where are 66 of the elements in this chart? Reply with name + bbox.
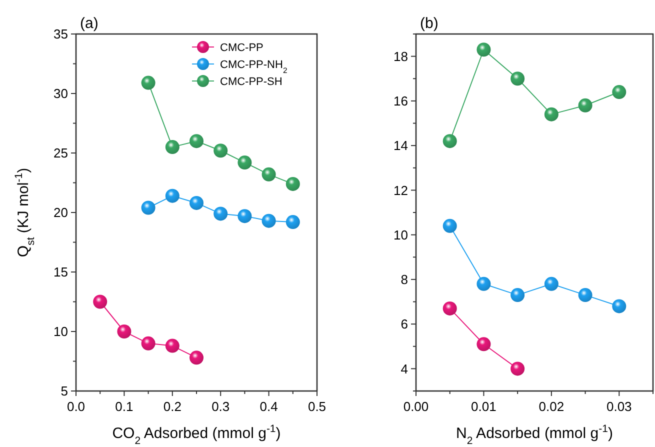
y-tick-label: 10 <box>394 227 408 242</box>
point <box>476 42 491 57</box>
point <box>262 214 276 228</box>
x-tick-label: 0.2 <box>163 399 182 414</box>
x-tick-label: 0.02 <box>538 399 564 414</box>
y-tick-label: 4 <box>400 361 408 376</box>
chart-title: (a) <box>80 15 98 32</box>
y-tick-label: 12 <box>394 182 408 198</box>
point <box>612 299 626 314</box>
x-tick-label: 0.0 <box>66 399 86 414</box>
y-tick-label: 14 <box>394 138 408 154</box>
x-axis-title: CO$_{2}$ Adsorbed (mmol g$^{-1}$) <box>112 423 281 447</box>
x-tick-label: 0.01 <box>471 399 496 414</box>
x-axis-title: N$_{2}$ Adsorbed (mmol g$^{-1}$) <box>456 423 613 447</box>
y-tick-label: 5 <box>60 384 68 399</box>
point <box>442 301 457 316</box>
point <box>544 107 558 122</box>
legend-label: CMC-PP <box>220 42 264 54</box>
point <box>165 338 180 353</box>
point <box>442 218 457 233</box>
point <box>238 209 252 224</box>
y-tick-label: 16 <box>394 93 408 108</box>
legend-label: CMC-PP-SH <box>220 76 282 88</box>
point <box>238 156 252 170</box>
point <box>578 288 592 302</box>
y-tick-label: 6 <box>400 316 408 332</box>
point <box>165 188 180 203</box>
point <box>510 362 525 376</box>
point <box>165 140 180 154</box>
y-tick-label: 8 <box>400 272 408 287</box>
y-tick-label: 20 <box>54 205 68 220</box>
point <box>286 176 300 191</box>
point <box>476 337 491 352</box>
point <box>510 72 525 86</box>
y-tick-label: 25 <box>54 146 68 161</box>
x-tick-label: 0.5 <box>308 399 326 414</box>
x-tick-label: 0.4 <box>260 399 278 414</box>
point <box>612 85 626 100</box>
point <box>544 276 558 291</box>
point <box>190 196 204 210</box>
y-tick-label: 15 <box>54 264 68 280</box>
point <box>286 215 300 230</box>
x-tick-label: 0.3 <box>212 399 230 414</box>
point <box>214 206 228 221</box>
point <box>262 167 276 182</box>
point <box>117 324 132 338</box>
point <box>93 294 108 309</box>
point <box>190 350 204 365</box>
y-tick-label: 18 <box>394 48 408 64</box>
point <box>510 288 525 302</box>
y-tick-label: 10 <box>54 324 68 340</box>
x-tick-label: 0.00 <box>403 399 429 414</box>
chart-title: (b) <box>420 15 438 32</box>
point <box>190 134 204 148</box>
y-tick-label: 35 <box>54 26 68 42</box>
point <box>141 336 156 350</box>
point <box>214 144 228 158</box>
point <box>141 76 156 90</box>
x-tick-label: 0.03 <box>606 399 632 414</box>
point <box>578 98 592 112</box>
point <box>141 200 156 215</box>
y-tick-label: 30 <box>54 86 68 102</box>
point <box>442 134 457 148</box>
x-tick-label: 0.1 <box>115 399 134 414</box>
point <box>476 276 491 291</box>
legend-label: CMC-PP-NH$_{2}$ <box>220 58 288 74</box>
